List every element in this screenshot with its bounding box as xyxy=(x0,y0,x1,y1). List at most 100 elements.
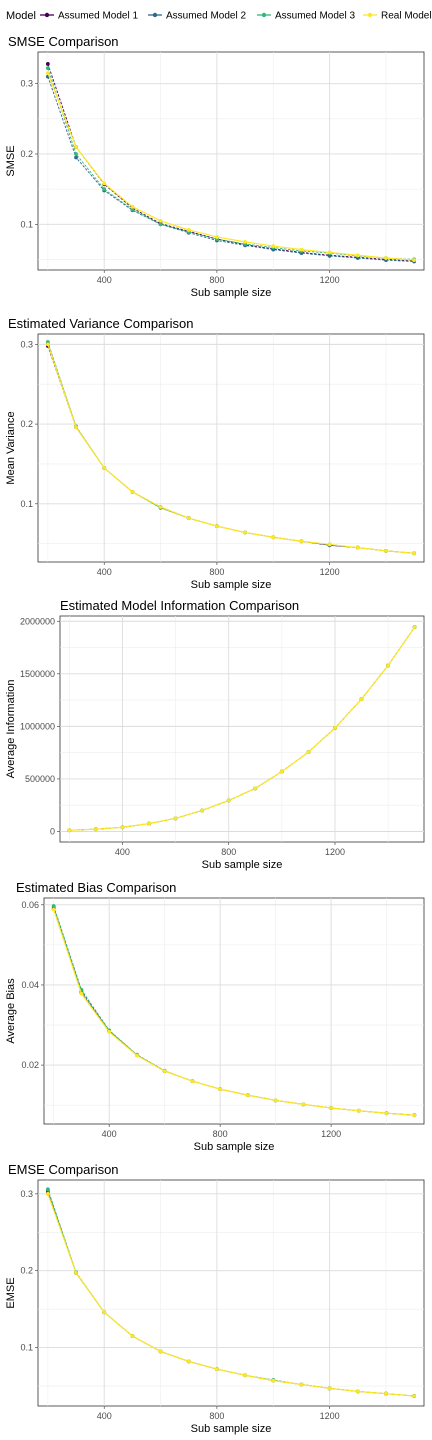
plot-area xyxy=(37,1179,425,1407)
data-point xyxy=(162,1069,167,1074)
data-point xyxy=(130,489,135,494)
data-point xyxy=(45,342,50,347)
data-point xyxy=(45,66,50,71)
x-tick-label: 1200 xyxy=(320,275,340,285)
series xyxy=(45,1191,417,1398)
data-point xyxy=(226,798,231,803)
gridlines xyxy=(60,616,424,842)
y-axis-title: Average Bias xyxy=(5,978,17,1044)
data-point xyxy=(74,145,78,149)
data-point xyxy=(273,1098,278,1103)
data-point xyxy=(74,425,78,430)
legend-title: Model xyxy=(6,10,36,22)
legend-key-marker xyxy=(261,12,267,18)
legend-item: Assumed Model 3 xyxy=(257,11,355,22)
data-point xyxy=(243,1373,247,1378)
plot-area xyxy=(59,615,425,843)
data-point xyxy=(67,828,72,833)
y-tick-label: 0.1 xyxy=(20,499,33,509)
y-axis-title: SMSE xyxy=(5,145,17,176)
chart-title: Estimated Bias Comparison xyxy=(16,880,176,895)
legend-label: Assumed Model 1 xyxy=(58,11,138,22)
y-tick-label: 0.2 xyxy=(20,149,33,159)
y-tick-label: 0.2 xyxy=(20,419,33,429)
data-point xyxy=(130,204,135,209)
x-tick-label: 800 xyxy=(209,275,224,285)
data-point xyxy=(355,1389,360,1394)
plot-area xyxy=(37,51,425,271)
y-axis-title: Average Information xyxy=(5,680,17,779)
data-point xyxy=(301,1102,306,1107)
data-point xyxy=(384,1111,389,1116)
data-point xyxy=(215,235,219,239)
series-group xyxy=(51,904,417,1118)
y-tick-label: 1500000 xyxy=(20,669,55,679)
chart-title: EMSE Comparison xyxy=(8,1162,119,1177)
data-point xyxy=(45,62,50,66)
data-point xyxy=(218,1087,223,1092)
data-point xyxy=(355,545,360,550)
data-point xyxy=(79,991,84,996)
data-point xyxy=(412,625,417,629)
data-point xyxy=(386,663,391,668)
data-point xyxy=(327,1386,332,1391)
data-point xyxy=(243,239,247,244)
data-point xyxy=(45,1191,50,1196)
x-tick-label: 800 xyxy=(209,1411,224,1421)
x-tick-label: 400 xyxy=(115,847,130,857)
data-point xyxy=(102,187,107,192)
legend: Model Assumed Model 1 Assumed Model 2 Assu… xyxy=(6,10,432,22)
x-axis-title: Sub sample size xyxy=(191,1423,272,1435)
legend-label: Assumed Model 3 xyxy=(275,11,355,22)
x-tick-label: 400 xyxy=(102,1129,117,1139)
legend-item: Assumed Model 1 xyxy=(40,11,138,22)
data-point xyxy=(299,1382,304,1387)
legend-label: Assumed Model 2 xyxy=(166,11,246,22)
y-tick-label: 0.06 xyxy=(21,900,39,910)
data-point xyxy=(359,697,364,701)
data-point xyxy=(93,827,98,832)
data-point xyxy=(306,750,311,755)
gridlines xyxy=(38,334,424,562)
data-point xyxy=(120,825,125,830)
data-point xyxy=(200,808,205,813)
data-point xyxy=(130,207,135,212)
plot-area xyxy=(37,333,425,563)
x-tick-label: 1200 xyxy=(320,567,340,577)
y-tick-label: 1000000 xyxy=(20,721,55,731)
chart-panel: Estimated Bias Comparison 400 800 1200 0.02 0… xyxy=(5,880,425,1153)
data-point xyxy=(190,1079,195,1084)
data-point xyxy=(327,250,332,255)
y-tick-label: 0.2 xyxy=(20,1266,33,1276)
data-point xyxy=(333,726,337,730)
x-axis-title: Sub sample size xyxy=(202,859,283,871)
data-point xyxy=(271,244,276,248)
data-point xyxy=(329,1106,333,1110)
data-point xyxy=(102,466,107,470)
chart-title: Estimated Variance Comparison xyxy=(8,316,193,331)
x-axis-title: Sub sample size xyxy=(191,579,272,591)
series xyxy=(67,625,417,833)
data-point xyxy=(158,222,163,227)
data-point xyxy=(158,1349,163,1354)
data-point xyxy=(51,904,56,908)
data-point xyxy=(271,1378,276,1383)
data-point xyxy=(135,1053,139,1058)
data-point xyxy=(186,228,191,232)
data-point xyxy=(243,530,247,535)
data-point xyxy=(102,181,107,186)
data-point xyxy=(158,505,163,509)
series xyxy=(51,907,417,1118)
legend-key-marker xyxy=(44,12,50,18)
data-point xyxy=(173,816,178,821)
data-point xyxy=(158,218,163,223)
data-point xyxy=(384,548,388,553)
legend-label: Real Model xyxy=(381,11,432,22)
data-point xyxy=(74,155,78,160)
series-line xyxy=(47,72,415,261)
panels: SMSE Comparison 400 800 1200 0.1 0.2 0.3 Sub sa… xyxy=(5,34,425,1435)
legend-item: Real Model xyxy=(363,11,432,22)
data-point xyxy=(147,821,151,826)
data-point xyxy=(279,769,284,774)
